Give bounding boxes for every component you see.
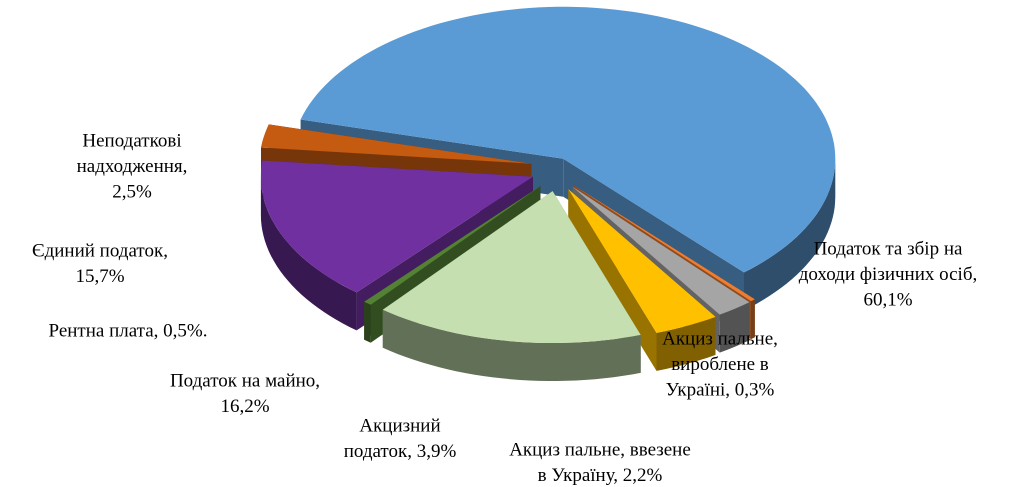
data-label: Рентна плата, 0,5%. — [49, 320, 208, 341]
data-label: вироблене в — [671, 354, 769, 375]
data-label: 16,2% — [220, 396, 269, 417]
data-label: Акциз пальне, ввезене — [509, 439, 691, 460]
slice — [568, 189, 716, 333]
slice-side — [719, 302, 750, 353]
data-label: надходження, — [77, 156, 188, 177]
data-label: 15,7% — [75, 266, 124, 287]
slice — [260, 160, 533, 293]
slice — [261, 124, 532, 164]
data-label: податок, 3,9% — [344, 441, 457, 462]
slice-side — [364, 301, 371, 343]
data-label: в Україну, 2,2% — [538, 465, 663, 486]
slice-side — [260, 176, 357, 331]
data-label: доходи фізичних осіб, — [799, 264, 978, 285]
slice-side — [751, 299, 755, 340]
data-label: Україні, 0,3% — [666, 379, 775, 400]
slice-side — [744, 158, 836, 311]
data-label: 2,5% — [112, 181, 152, 202]
slice-side — [382, 309, 641, 381]
data-label: Неподаткові — [82, 130, 181, 151]
slice-side — [656, 316, 716, 371]
slice — [572, 186, 750, 315]
slice — [382, 191, 641, 343]
slice — [300, 6, 836, 273]
data-label: Податок на майно, — [170, 370, 320, 391]
data-label: Акцизний — [359, 415, 440, 436]
slice — [574, 185, 755, 302]
data-label: Акциз пальне, — [662, 328, 778, 349]
data-label: 60,1% — [863, 289, 912, 310]
data-label: Податок та збір на — [814, 238, 963, 259]
data-label: Єдиний податок, — [32, 240, 168, 261]
slice — [364, 186, 541, 305]
